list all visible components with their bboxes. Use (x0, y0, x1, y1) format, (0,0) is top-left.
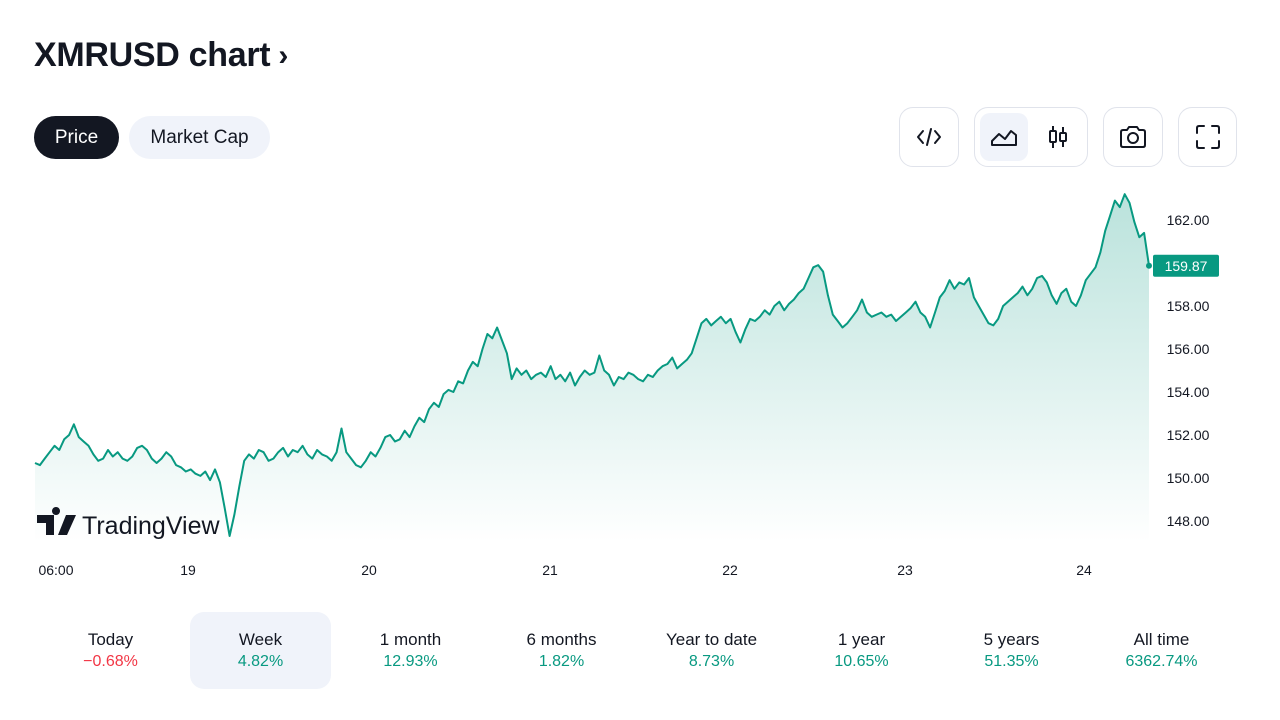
snapshot-button[interactable] (1103, 107, 1163, 167)
period-change: 6362.74% (1125, 652, 1198, 670)
period-label: 6 months (526, 629, 597, 649)
tradingview-logo: TradingView (37, 507, 221, 540)
tab-market-cap[interactable]: Market Cap (129, 116, 270, 159)
last-price-badge: 159.87 (1153, 254, 1219, 277)
candles-chart-button[interactable] (1034, 113, 1082, 161)
period-change: 12.93% (383, 652, 438, 670)
period-change: −0.68% (83, 652, 138, 670)
price-chart[interactable]: 148.00 150.00 152.00 154.00 156.00 158.00 162.… (0, 180, 1280, 590)
x-tick-label: 22 (722, 562, 738, 578)
period-performance: Today −0.68% Week 4.82% 1 month 12.93% 6 month… (40, 612, 1240, 690)
period-change: 10.65% (834, 652, 889, 670)
y-tick-label: 150.00 (1167, 470, 1210, 486)
y-tick-label: 152.00 (1167, 427, 1210, 443)
tradingview-logo-icon (37, 507, 76, 535)
period-6-months[interactable]: 6 months 1.82% (491, 612, 632, 689)
period-1-month[interactable]: 1 month 12.93% (340, 612, 481, 689)
y-tick-label: 154.00 (1167, 384, 1210, 400)
price-line (34, 193, 1150, 537)
chart-type-switcher (974, 107, 1088, 167)
x-tick-label: 23 (897, 562, 913, 578)
camera-icon (1120, 126, 1146, 148)
period-change: 8.73% (688, 652, 735, 670)
code-icon (917, 128, 941, 146)
period-all-time[interactable]: All time 6362.74% (1091, 612, 1232, 689)
x-tick-label: 19 (180, 562, 196, 578)
chevron-right-icon[interactable]: › (278, 38, 289, 72)
period-1-year[interactable]: 1 year 10.65% (791, 612, 932, 689)
x-tick-label: 20 (361, 562, 377, 578)
period-label: Week (238, 629, 283, 649)
area-chart-icon (991, 130, 1017, 146)
y-axis: 148.00 150.00 152.00 154.00 156.00 158.00 162.… (1167, 212, 1210, 529)
area-chart-button[interactable] (980, 113, 1028, 161)
period-year-to-date[interactable]: Year to date 8.73% (641, 612, 782, 689)
period-change: 1.82% (538, 652, 585, 670)
last-price-badge-bg (1153, 254, 1219, 277)
tradingview-wordmark: TradingView (82, 512, 221, 540)
x-tick-label: 24 (1076, 562, 1092, 578)
last-price-dot (1146, 262, 1152, 269)
candles-icon (1049, 126, 1067, 148)
fullscreen-button[interactable] (1178, 107, 1237, 167)
period-week[interactable]: Week 4.82% (190, 612, 331, 689)
x-tick-label: 21 (542, 562, 558, 578)
y-tick-label: 156.00 (1167, 341, 1210, 357)
period-today[interactable]: Today −0.68% (40, 612, 181, 689)
chart-title[interactable]: XMRUSD chart (34, 36, 271, 74)
period-change: 51.35% (984, 652, 1039, 670)
period-label: 1 year (837, 629, 886, 649)
y-tick-label: 148.00 (1167, 513, 1210, 529)
page-title[interactable]: XMRUSD chart › (34, 36, 288, 75)
x-tick-label: 06:00 (38, 562, 73, 578)
price-area-fill (35, 194, 1149, 543)
period-change: 4.82% (237, 652, 284, 670)
period-label: All time (1133, 629, 1190, 649)
period-label: 1 month (379, 629, 442, 649)
fullscreen-icon (1195, 125, 1220, 149)
last-price-label: 159.87 (1165, 258, 1208, 274)
y-tick-label: 162.00 (1167, 212, 1210, 228)
period-label: Year to date (665, 629, 758, 649)
period-label: Today (87, 629, 134, 649)
y-tick-label: 158.00 (1167, 298, 1210, 314)
x-axis: 06:00 19 20 21 22 23 24 (38, 562, 1092, 578)
period-label: 5 years (983, 629, 1040, 649)
period-5-years[interactable]: 5 years 51.35% (941, 612, 1082, 689)
embed-button[interactable] (899, 107, 959, 167)
tab-price[interactable]: Price (34, 116, 119, 159)
